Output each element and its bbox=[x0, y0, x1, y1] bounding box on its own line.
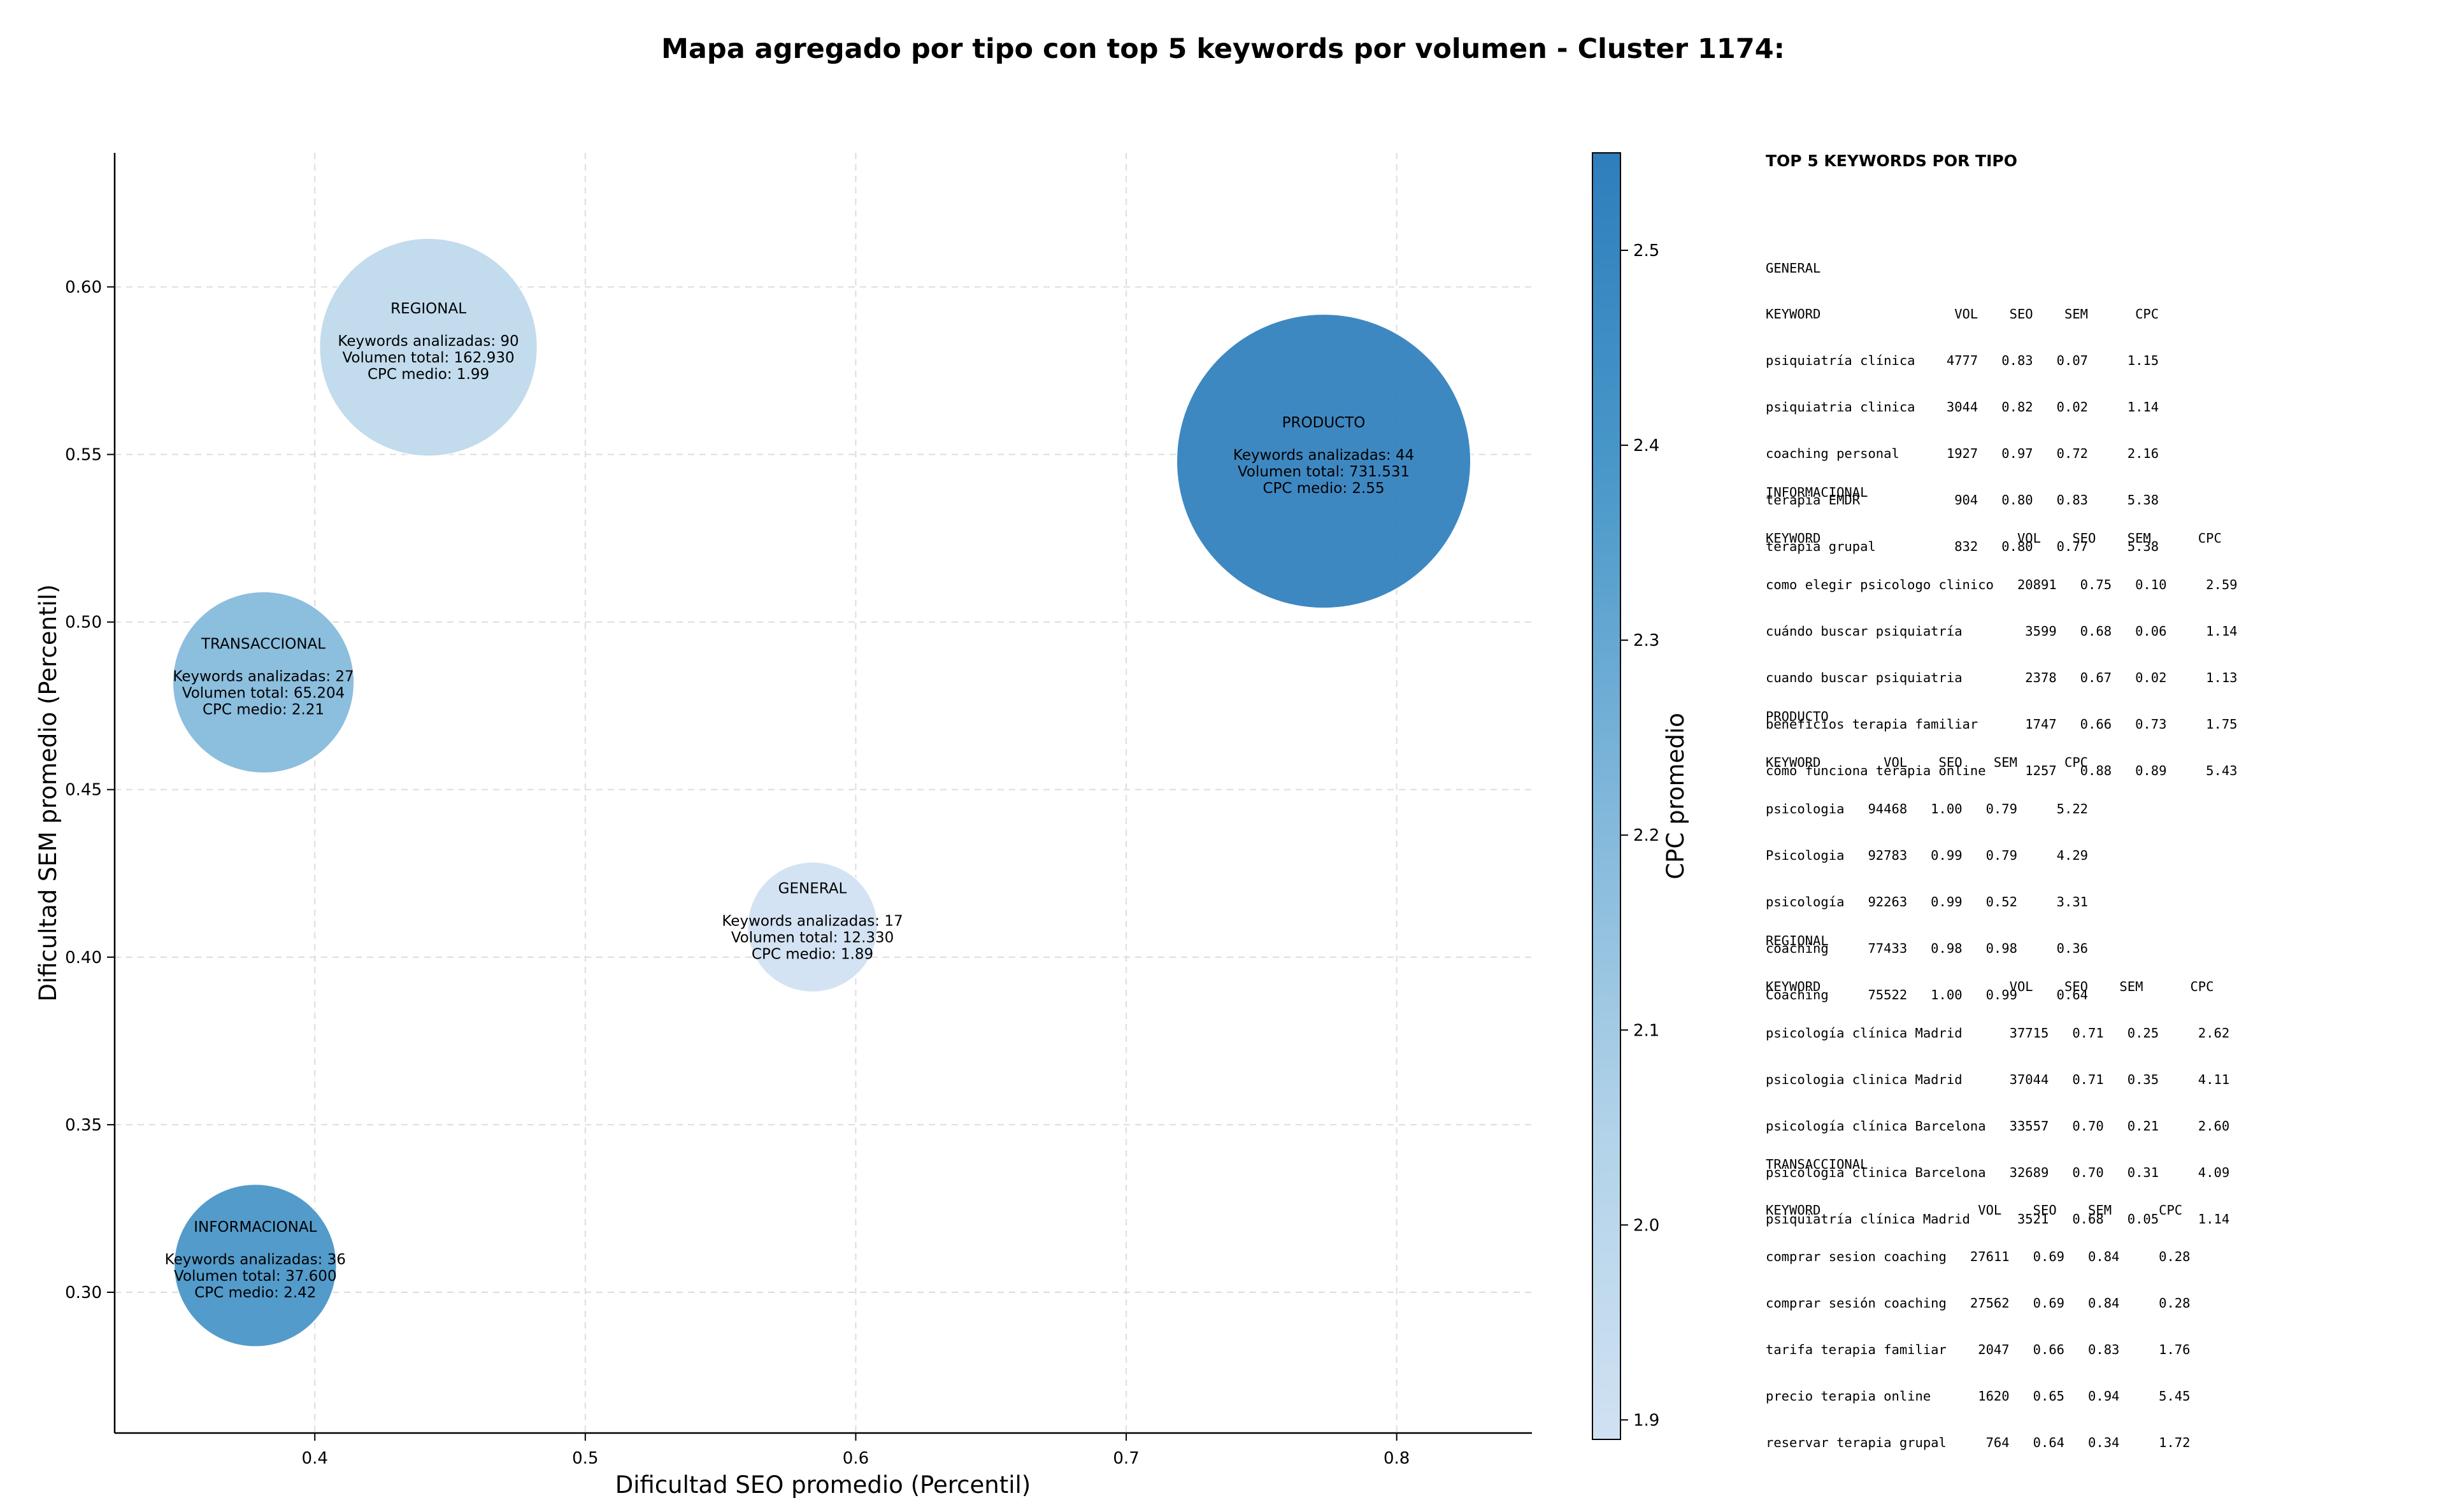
bubble-stat-label: Keywords analizadas: 36 bbox=[165, 1252, 346, 1268]
top-keywords-panel: TOP 5 KEYWORDS POR TIPO GENERAL KEYWORD … bbox=[1766, 0, 2441, 1512]
keyword-row: coaching 77433 0.98 0.98 0.36 bbox=[1766, 941, 2089, 957]
chart-title: Mapa agregado por tipo con top 5 keyword… bbox=[661, 33, 1785, 65]
keyword-block-producto: PRODUCTO KEYWORD VOL SEO SEM CPC psicolo… bbox=[1766, 678, 2088, 1034]
keyword-row: psicologia clinica Barcelona 32689 0.70 … bbox=[1766, 1165, 2230, 1181]
x-axis-label: Dificultad SEO promedio (Percentil) bbox=[615, 1471, 1031, 1499]
bubble-stat-label: Keywords analizadas: 27 bbox=[173, 668, 354, 685]
x-tick-label: 0.8 bbox=[1384, 1449, 1410, 1468]
bubble-type-label: PRODUCTO bbox=[1282, 415, 1366, 431]
colorbar-ticks: 1.9 2.0 2.1 2.2 2.3 2.4 2.5 bbox=[1620, 241, 1659, 1430]
keyword-row: coaching personal 1927 0.97 0.72 2.16 bbox=[1766, 446, 2159, 462]
y-tick-label: 0.55 bbox=[65, 446, 102, 465]
block-header: KEYWORD VOL SEO SEM CPC bbox=[1766, 1202, 2183, 1218]
keyword-row: terapia grupal 832 0.80 0.77 5.38 bbox=[1766, 538, 2159, 554]
colorbar-tick-label: 2.2 bbox=[1633, 826, 1659, 845]
block-type-label: GENERAL bbox=[1766, 260, 1821, 276]
y-tick-label: 0.30 bbox=[65, 1283, 102, 1302]
colorbar-gradient bbox=[1592, 152, 1621, 1440]
keyword-row: cuándo buscar psiquiatría 3599 0.68 0.06… bbox=[1766, 624, 2238, 639]
keyword-row: reservar terapia grupal 764 0.64 0.34 1.… bbox=[1766, 1434, 2191, 1450]
keyword-row: psiquiatría clínica 4777 0.83 0.07 1.15 bbox=[1766, 353, 2159, 369]
bubble-producto bbox=[1176, 313, 1471, 609]
bubble-stat-label: Volumen total: 162.930 bbox=[342, 350, 514, 366]
bubble-stat-label: CPC medio: 2.55 bbox=[1262, 480, 1384, 497]
bubble-stat-label: CPC medio: 1.89 bbox=[752, 946, 873, 962]
keyword-block-transaccional: TRANSACCIONAL KEYWORD VOL SEO SEM CPC co… bbox=[1766, 1125, 2190, 1481]
keyword-row: psicología clínica Barcelona 33557 0.70 … bbox=[1766, 1118, 2230, 1134]
bubble-informacional bbox=[173, 1183, 338, 1348]
panel-title: TOP 5 KEYWORDS POR TIPO bbox=[1766, 152, 2017, 170]
bubble-stat-label: Keywords analizadas: 17 bbox=[722, 913, 903, 929]
x-tick-label: 0.4 bbox=[302, 1449, 328, 1468]
keyword-row: psiquiatría clínica Madrid 3521 0.68 0.0… bbox=[1766, 1211, 2230, 1227]
bubble-stat-label: Volumen total: 37.600 bbox=[174, 1268, 337, 1285]
bubble-stat-label: Volumen total: 731.531 bbox=[1238, 464, 1410, 480]
bubble-stat-label: Volumen total: 12.330 bbox=[731, 929, 894, 946]
bubble-regional bbox=[318, 238, 538, 457]
keyword-row: Psicologia 92783 0.99 0.79 4.29 bbox=[1766, 848, 2089, 864]
block-type-label: REGIONAL bbox=[1766, 932, 1829, 948]
block-header: KEYWORD VOL SEO SEM CPC bbox=[1766, 306, 2159, 322]
keyword-row: psicologia clinica Madrid 37044 0.71 0.3… bbox=[1766, 1072, 2230, 1088]
bubble-stat-label: CPC medio: 2.42 bbox=[194, 1285, 316, 1301]
colorbar-label: CPC promedio bbox=[1662, 713, 1689, 879]
keyword-row: Coaching 75522 1.00 0.99 0.64 bbox=[1766, 987, 2089, 1002]
axes bbox=[113, 153, 1532, 1434]
keyword-row: cuando buscar psiquiatria 2378 0.67 0.02… bbox=[1766, 670, 2238, 686]
bubble-stat-label: CPC medio: 2.21 bbox=[203, 701, 324, 718]
keyword-row: precio terapia online 1620 0.65 0.94 5.4… bbox=[1766, 1388, 2191, 1404]
keyword-row: psiquiatria clinica 3044 0.82 0.02 1.14 bbox=[1766, 399, 2159, 415]
bubble-type-label: INFORMACIONAL bbox=[194, 1219, 317, 1236]
x-tick-label: 0.5 bbox=[572, 1449, 598, 1468]
colorbar: 1.9 2.0 2.1 2.2 2.3 2.4 2.5 CPC promedio bbox=[1592, 152, 1689, 1440]
keyword-row: comprar sesion coaching 27611 0.69 0.84 … bbox=[1766, 1249, 2191, 1265]
keyword-row: tarifa terapia familiar 2047 0.66 0.83 1… bbox=[1766, 1342, 2191, 1358]
keyword-block-general: GENERAL KEYWORD VOL SEO SEM CPC psiquiat… bbox=[1766, 229, 2159, 585]
keyword-row: cómo funciona terapia online 1257 0.88 0… bbox=[1766, 762, 2238, 778]
block-header: KEYWORD VOL SEO SEM CPC bbox=[1766, 531, 2222, 546]
keyword-row: psicologia 94468 1.00 0.79 5.22 bbox=[1766, 801, 2089, 817]
y-tick-label: 0.60 bbox=[65, 278, 102, 297]
colorbar-tick-label: 2.4 bbox=[1633, 436, 1659, 455]
colorbar-tick-label: 2.5 bbox=[1633, 241, 1659, 260]
keyword-row: comprar sesión coaching 27562 0.69 0.84 … bbox=[1766, 1295, 2191, 1311]
y-tick-label: 0.50 bbox=[65, 613, 102, 632]
bubble-type-label: TRANSACCIONAL bbox=[201, 636, 325, 652]
bubble-stat-label: Keywords analizadas: 90 bbox=[338, 333, 519, 350]
ticks: 0.4 0.5 0.6 0.7 0.8 0.30 0.35 0.40 0.45 0.50 0.55 0… bbox=[65, 278, 1410, 1468]
block-type-label: TRANSACCIONAL bbox=[1766, 1156, 1868, 1172]
bubble-type-label: GENERAL bbox=[778, 880, 847, 897]
bubble-type-label: REGIONAL bbox=[390, 301, 466, 317]
block-header: KEYWORD VOL SEO SEM CPC bbox=[1766, 755, 2089, 771]
bubble-general bbox=[747, 861, 878, 993]
keyword-block-informacional: INFORMACIONAL KEYWORD VOL SEO SEM CPC co… bbox=[1766, 453, 2238, 809]
y-axis-label: Dificultad SEM promedio (Percentil) bbox=[34, 584, 62, 1001]
keyword-row: como elegir psicologo clinico 20891 0.75… bbox=[1766, 577, 2238, 593]
block-type-label: PRODUCTO bbox=[1766, 708, 1829, 724]
bubble-transaccional bbox=[172, 591, 355, 774]
keyword-row: psicología 92263 0.99 0.52 3.31 bbox=[1766, 894, 2089, 910]
y-tick-label: 0.45 bbox=[65, 781, 102, 800]
bubble-stat-label: Volumen total: 65.204 bbox=[182, 685, 345, 701]
colorbar-tick-label: 2.1 bbox=[1633, 1021, 1659, 1040]
x-tick-label: 0.7 bbox=[1113, 1449, 1139, 1468]
colorbar-tick-label: 1.9 bbox=[1633, 1411, 1659, 1430]
keyword-row: beneficios terapia familiar 1747 0.66 0.… bbox=[1766, 717, 2238, 732]
y-tick-label: 0.40 bbox=[65, 948, 102, 967]
bubble-stat-label: CPC medio: 1.99 bbox=[368, 366, 489, 383]
block-type-label: INFORMACIONAL bbox=[1766, 484, 1868, 500]
block-header: KEYWORD VOL SEO SEM CPC bbox=[1766, 979, 2214, 995]
keyword-row: terapia EMDR 904 0.80 0.83 5.38 bbox=[1766, 492, 2159, 508]
keyword-block-regional: REGIONAL KEYWORD VOL SEO SEM CPC psicolo… bbox=[1766, 902, 2229, 1258]
colorbar-tick-label: 2.0 bbox=[1633, 1216, 1659, 1235]
y-tick-label: 0.35 bbox=[65, 1116, 102, 1135]
bubble-stat-label: Keywords analizadas: 44 bbox=[1233, 447, 1414, 464]
colorbar-tick-label: 2.3 bbox=[1633, 631, 1659, 650]
keyword-row: psicología clínica Madrid 37715 0.71 0.2… bbox=[1766, 1025, 2230, 1041]
x-tick-label: 0.6 bbox=[843, 1449, 869, 1468]
